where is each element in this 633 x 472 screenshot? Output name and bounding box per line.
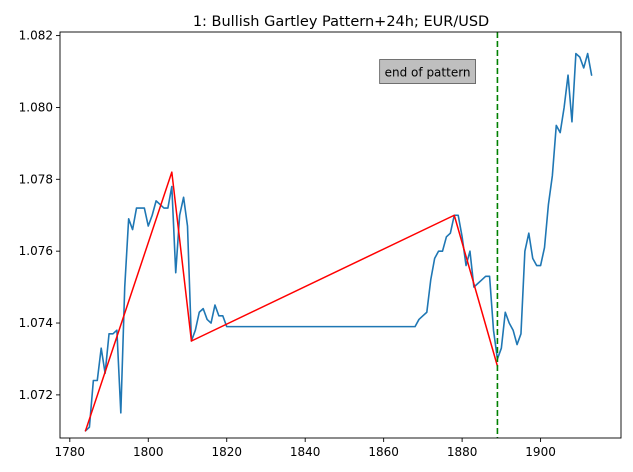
plot-area: end of pattern — [84, 32, 593, 438]
x-tick-label: 1880 — [447, 445, 478, 459]
axes: 1780 1800 1820 1840 1860 1880 1900 1.072 1.074 1.… — [19, 29, 556, 459]
y-tick-label: 1.080 — [19, 100, 53, 114]
x-tick-label: 1840 — [290, 445, 321, 459]
chart-title: 1: Bullish Gartley Pattern+24h; EUR/USD — [193, 14, 489, 30]
y-tick-label: 1.082 — [19, 29, 53, 43]
x-tick-label: 1900 — [525, 445, 556, 459]
annotation-box — [379, 59, 476, 84]
x-tick-label: 1820 — [211, 445, 242, 459]
price-line — [84, 52, 593, 432]
annotation: end of pattern — [379, 59, 476, 84]
axes-frame — [59, 31, 622, 439]
y-tick-label: 1.072 — [19, 388, 53, 402]
x-tick-label: 1860 — [368, 445, 399, 459]
x-tick-label: 1800 — [133, 445, 164, 459]
y-tick-label: 1.078 — [19, 172, 53, 186]
annotation-text: end of pattern — [385, 66, 471, 80]
y-tick-label: 1.074 — [19, 316, 53, 330]
pattern-line — [84, 171, 499, 432]
x-tick-label: 1780 — [55, 445, 86, 459]
y-tick-label: 1.076 — [19, 244, 53, 258]
